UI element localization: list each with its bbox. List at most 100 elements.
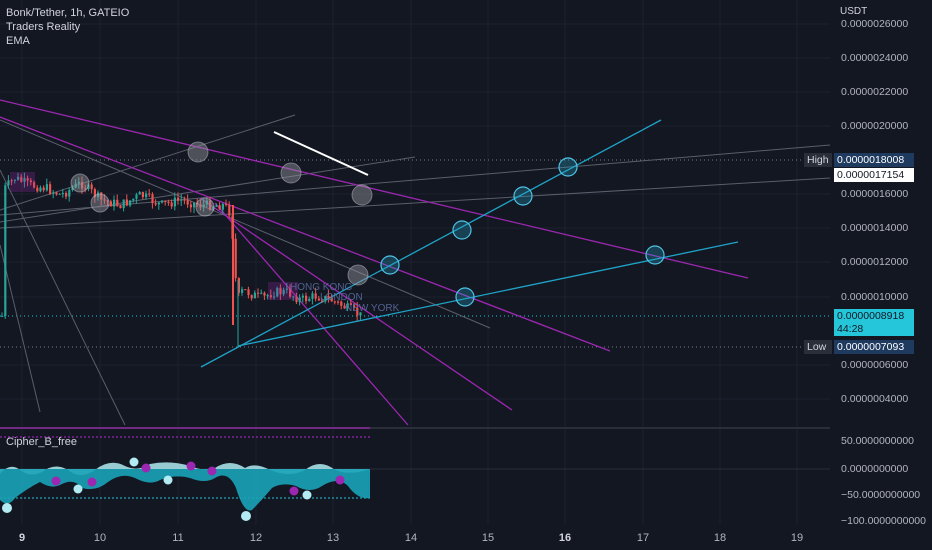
candle-body [349, 303, 352, 305]
candle-body [225, 203, 228, 205]
gray-trendlines[interactable] [0, 114, 831, 426]
osc-dots [2, 457, 345, 521]
horizontal-levels [0, 159, 830, 348]
candle-body [343, 305, 346, 309]
candle-body [337, 301, 340, 303]
candle-body [317, 298, 320, 301]
last-price-badge: 0.0000008918 [834, 309, 914, 323]
candlesticks [1, 172, 362, 347]
candle-body [4, 185, 7, 316]
candle-body [29, 180, 32, 183]
candle-body [218, 205, 221, 210]
candle-body [321, 300, 324, 302]
candle-body [244, 289, 247, 291]
candle-body [193, 202, 196, 208]
price-tick: 0.0000004000 [841, 393, 909, 405]
price-tick: 0.0000016000 [841, 188, 909, 200]
candle-body [161, 200, 164, 203]
price-tick: 0.0000022000 [841, 86, 909, 98]
time-tick: 9 [18, 532, 26, 544]
candle-body [260, 292, 263, 294]
candle-body [84, 188, 87, 190]
candle-body [97, 192, 100, 198]
price-tick: 0.0000024000 [841, 52, 909, 64]
candle-body [298, 297, 301, 302]
candle-body [100, 192, 103, 200]
candle-body [237, 278, 240, 293]
candle-body [305, 295, 308, 302]
candle-body [205, 200, 208, 205]
time-tick: 16 [558, 532, 572, 544]
cyan-trendlines[interactable] [200, 119, 739, 368]
candle-body [282, 289, 285, 295]
candle-body [353, 304, 356, 308]
high-value-badge: 0.0000018008 [834, 153, 914, 167]
candle-body [13, 179, 16, 181]
candle-body [74, 183, 77, 188]
candle-body [202, 204, 205, 208]
candle-body [71, 187, 74, 191]
candle-body [42, 187, 45, 191]
candle-body [103, 199, 106, 201]
candle-body [295, 296, 298, 302]
candle-body [113, 199, 116, 207]
candle-body [359, 312, 362, 316]
osc-tick: 0.0000000000 [841, 463, 909, 475]
osc-tick: 50.0000000000 [841, 435, 914, 447]
price-tick: 0.0000010000 [841, 291, 909, 303]
candle-body [173, 197, 176, 207]
white-drawing-line[interactable] [273, 131, 369, 176]
candle-body [135, 194, 138, 199]
purple-trendlines[interactable] [0, 99, 749, 438]
cyan-circle-markers[interactable] [380, 157, 665, 307]
candle-body [7, 180, 10, 186]
candle-body [221, 203, 224, 210]
candle-body [311, 293, 314, 299]
session-london: LONDON [320, 292, 363, 303]
osc-tick: −100.0000000000 [841, 515, 926, 527]
candle-body [167, 201, 170, 203]
candle-body [23, 178, 26, 182]
grid [0, 0, 830, 525]
candle-body [279, 287, 282, 295]
time-tick: 17 [636, 532, 650, 544]
candle-body [36, 187, 39, 192]
candle-body [234, 238, 237, 279]
candle-body [346, 303, 349, 309]
candle-body [154, 203, 157, 205]
candle-body [141, 192, 144, 198]
time-tick: 18 [713, 532, 727, 544]
candle-body [177, 197, 180, 201]
indicator-traders-reality[interactable]: Traders Reality [6, 21, 81, 33]
candle-body [148, 193, 151, 195]
candle-body [199, 204, 202, 208]
candle-body [183, 199, 186, 201]
candle-body [58, 193, 61, 195]
currency-label: USDT [840, 6, 868, 17]
candle-body [81, 182, 84, 189]
candle-body [289, 288, 292, 297]
candle-body [196, 202, 199, 205]
oscillator-title[interactable]: Cipher_B_free [6, 436, 77, 448]
candle-body [26, 178, 29, 181]
candle-body [17, 176, 20, 180]
candle-body [164, 200, 167, 202]
gray-circle-markers[interactable] [70, 141, 373, 286]
candle-body [151, 194, 154, 204]
candle-body [49, 184, 52, 194]
candle-body [314, 293, 317, 299]
candle-body [324, 295, 327, 302]
candle-body [186, 200, 189, 205]
time-tick: 12 [249, 532, 263, 544]
indicator-ema[interactable]: EMA [6, 35, 30, 47]
symbol-title[interactable]: Bonk/Tether, 1h, GATEIO [6, 7, 130, 19]
candle-body [253, 292, 256, 299]
candle-body [10, 180, 13, 182]
candle-body [145, 193, 148, 198]
osc-wave-teal [0, 469, 370, 511]
price-tick: 0.0000014000 [841, 222, 909, 234]
time-tick: 15 [481, 532, 495, 544]
chart-legend: Bonk/Tether, 1h, GATEIO Traders Reality … [6, 6, 129, 48]
candle-body [138, 192, 141, 195]
